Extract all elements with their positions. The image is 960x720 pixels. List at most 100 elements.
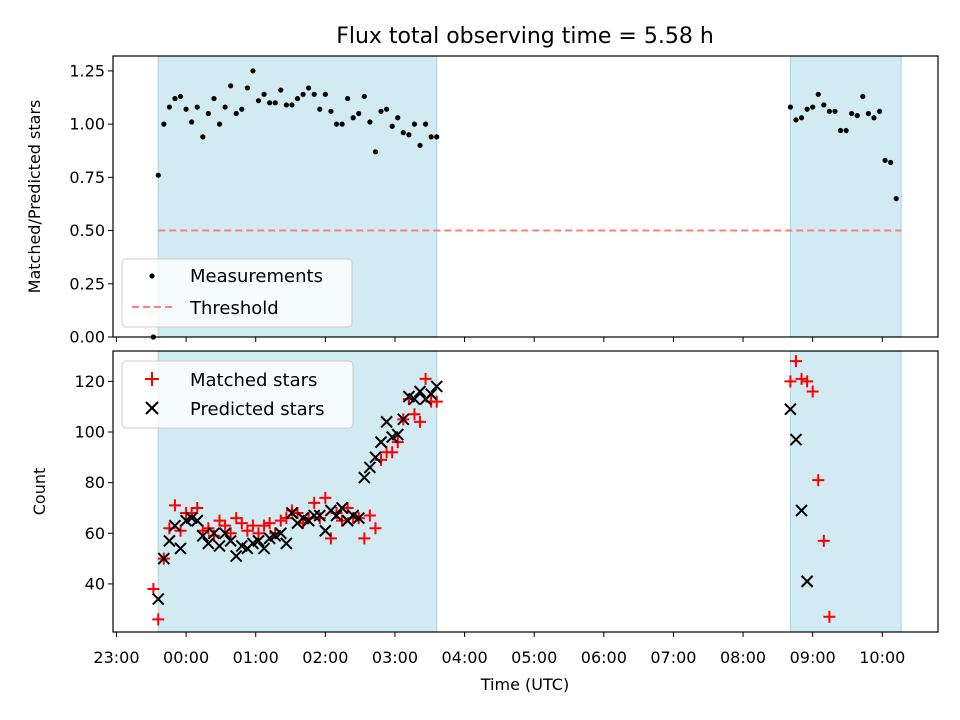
predicted-star-point [224,534,237,548]
y-tick-label: 0.25 [69,274,105,293]
ratio-panel: 0.00 0.25 0.50 0.75 1.00 1.25 Matched/Predict… [25,55,939,347]
matched-star-point [784,375,797,388]
measurement-point [166,104,172,110]
measurement-point [400,130,406,136]
y-tick-label: 1.25 [69,61,105,80]
threshold-legend-label: Threshold [189,298,279,319]
measurement-point [328,108,334,114]
x-tick-label: 10:00 [859,648,905,667]
predicted-star-point [374,435,388,449]
count-x-ticks: 23:00 00:00 01:00 02:00 03:00 04:00 05:00 06:00… [93,632,905,667]
predicted-star-point [280,537,293,550]
measurement-point [384,106,390,112]
predicted-star-point [789,433,803,446]
predicted-star-point [335,501,349,515]
predicted-star-point [313,509,326,522]
measurement-point [434,134,440,140]
measurement-point [787,104,794,110]
matched-star-point [386,446,399,459]
measurement-point [322,91,328,97]
matched-star-point [812,474,825,487]
measurement-point [211,95,217,102]
count-panel-frame [112,350,939,633]
matched-star-point [258,519,271,532]
matched-star-point [285,504,298,517]
measurement-point [300,91,306,97]
measurement-point [810,104,816,110]
matched-star-point [414,415,427,428]
predicted-star-point [319,524,332,537]
matched-star-point [419,372,432,385]
predicted-star-point [307,509,321,522]
chart-title: Flux total observing time = 5.58 h [336,24,714,49]
measurement-point [272,100,278,106]
ratio-y-label: Matched/Predicted stars [25,100,44,294]
predicted-star-point [391,428,404,441]
measurement-point [155,172,161,178]
x-tick-label: 03:00 [372,648,418,667]
matched-star-point [363,509,376,522]
matched-star-point [274,514,287,527]
predicted-star-point [285,506,299,520]
predicted-star-point [380,415,393,429]
y-tick-label: 60 [85,524,105,543]
measurement-point [278,87,284,93]
measurement-point [244,85,250,91]
y-tick-label: 80 [85,473,105,492]
matched-star-point [324,532,337,545]
predicted-star-point [358,471,371,484]
predicted-legend-swatch [145,401,159,415]
matched-legend-swatch [145,372,159,386]
measurement-point [871,115,877,121]
measurement-point [422,121,429,127]
measurement-point [372,149,379,155]
measurement-point [837,127,844,134]
matched-star-point [358,532,371,545]
matched-star-point [241,524,254,537]
measurement-point [289,102,295,108]
x-tick-label: 08:00 [720,648,766,667]
ratio-legend-box [121,258,353,328]
x-tick-label: 02:00 [302,648,348,667]
predicted-star-point [152,592,165,606]
predicted-star-point [424,387,438,401]
predicted-star-point [157,552,171,565]
observing-window [789,351,902,632]
y-tick-label: 0.75 [69,168,105,187]
measurement-point [888,159,894,166]
ratio-panel-frame [112,55,939,338]
measurement-point [832,108,838,114]
predicted-star-point [202,537,215,550]
predicted-star-point [252,534,265,548]
predicted-star-point [174,542,187,555]
matched-star-point [191,501,204,514]
measurement-point [222,104,228,110]
count-legend-box [121,360,354,429]
measurement-point [250,68,256,74]
measurement-point [205,110,211,117]
measurement-point [882,157,888,163]
predicted-star-point [163,534,176,548]
x-tick-label: 00:00 [163,648,209,667]
matched-star-point [152,613,165,626]
matched-star-point [369,522,382,535]
predicted-star-point [330,509,343,522]
measurement-point [255,98,262,104]
measurement-point [311,91,317,97]
measurements-legend-swatch [149,273,155,279]
measurement-point [417,142,423,149]
matched-star-point [402,393,415,406]
measurement-point [161,121,167,127]
matched-star-point [319,491,332,504]
predicted-star-point [213,539,226,553]
measurement-point [865,110,871,117]
measurement-point [267,100,273,106]
matched-star-point [213,514,226,527]
predicted-star-point [352,511,365,525]
matched-star-point [219,519,232,532]
measurements-legend-label: Measurements [190,266,323,287]
predicted-star-point [430,380,443,393]
measurement-point [428,134,434,140]
predicted-star-point [784,403,797,416]
y-tick-label: 100 [74,423,105,442]
